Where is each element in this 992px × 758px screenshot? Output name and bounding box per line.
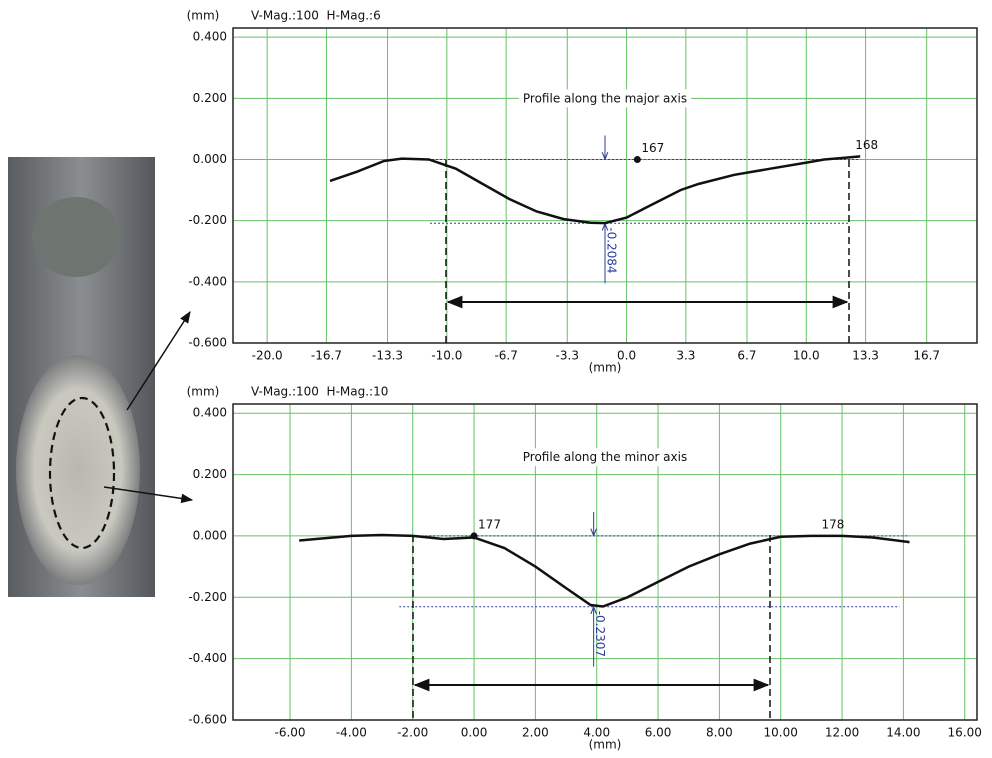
point-label: 177	[478, 517, 501, 531]
x-tick-label: -6.7	[494, 349, 517, 363]
x-tick-label: 10.0	[793, 349, 820, 363]
x-tick-label: 3.3	[676, 349, 695, 363]
x-tick-label: -4.00	[336, 726, 367, 740]
chart-title: Profile along the minor axis	[523, 450, 687, 464]
x-tick-label: 10.00	[764, 726, 798, 740]
plot-frame	[232, 27, 978, 344]
x-tick-label: -3.3	[556, 349, 579, 363]
point-label: 178	[822, 517, 845, 531]
x-tick-label: -6.00	[275, 726, 306, 740]
title-background	[518, 89, 692, 108]
y-tick-label: -0.200	[188, 213, 227, 227]
x-unit: (mm)	[589, 361, 622, 375]
x-tick-label: 4.00	[583, 726, 610, 740]
x-tick-label: 0.00	[461, 726, 488, 740]
x-tick-label: 6.00	[645, 726, 672, 740]
specimen-photo	[8, 157, 194, 597]
y-tick-label: 0.000	[193, 152, 227, 166]
y-tick-label: 0.200	[193, 467, 227, 481]
y-tick-label: 0.400	[193, 406, 227, 420]
y-unit: (mm)	[187, 385, 220, 399]
magnification: V-Mag.:100 H-Mag.:6	[251, 9, 381, 23]
x-tick-label: -20.0	[252, 349, 283, 363]
chart-panel: 0.400 0.200 0.000 -0.200 -0.400 -0.600 -6.00 -4…	[187, 385, 982, 752]
span-markers	[412, 160, 850, 720]
y-tick-label: -0.600	[188, 336, 227, 350]
y-tick-label: 0.400	[193, 30, 227, 44]
point-label: 168	[855, 138, 878, 152]
x-tick-label: 13.3	[852, 349, 879, 363]
magnification: V-Mag.:100 H-Mag.:10	[251, 385, 388, 399]
x-tick-label: -10.0	[431, 349, 462, 363]
point-label: 167	[641, 141, 664, 155]
x-tick-label: 14.00	[886, 726, 920, 740]
y-tick-label: -0.200	[188, 590, 227, 604]
x-tick-label: -16.7	[311, 349, 342, 363]
x-tick-label: 0.0	[617, 349, 636, 363]
profile-line	[299, 533, 910, 608]
profile-line	[329, 155, 861, 225]
y-tick-label: -0.400	[188, 651, 227, 665]
chart-title: Profile along the major axis	[523, 91, 687, 105]
y-tick-label: -0.400	[188, 274, 227, 288]
depth-label: -0.2307	[593, 611, 607, 657]
y-tick-label: 0.200	[193, 91, 227, 105]
x-unit: (mm)	[589, 738, 622, 752]
x-tick-label: 6.7	[737, 349, 756, 363]
x-tick-label: -2.00	[397, 726, 428, 740]
y-tick-label: -0.600	[188, 713, 227, 727]
plot-frame	[232, 403, 978, 721]
plot-area	[233, 28, 977, 343]
y-unit: (mm)	[187, 9, 220, 23]
x-tick-label: 2.00	[522, 726, 549, 740]
x-tick-label: -13.3	[372, 349, 403, 363]
x-tick-label: 16.7	[913, 349, 940, 363]
x-tick-label: 8.00	[706, 726, 733, 740]
y-tick-label: 0.000	[193, 528, 227, 542]
title-background	[518, 448, 692, 467]
chart-panel: 0.400 0.200 0.000 -0.200 -0.400 -0.600 -20.0 -1…	[187, 9, 978, 375]
depth-label: -0.2084	[605, 227, 619, 273]
x-tick-label: 16.00	[948, 726, 982, 740]
x-tick-label: 12.00	[825, 726, 859, 740]
point-marker	[633, 156, 641, 164]
point-marker	[470, 532, 478, 540]
